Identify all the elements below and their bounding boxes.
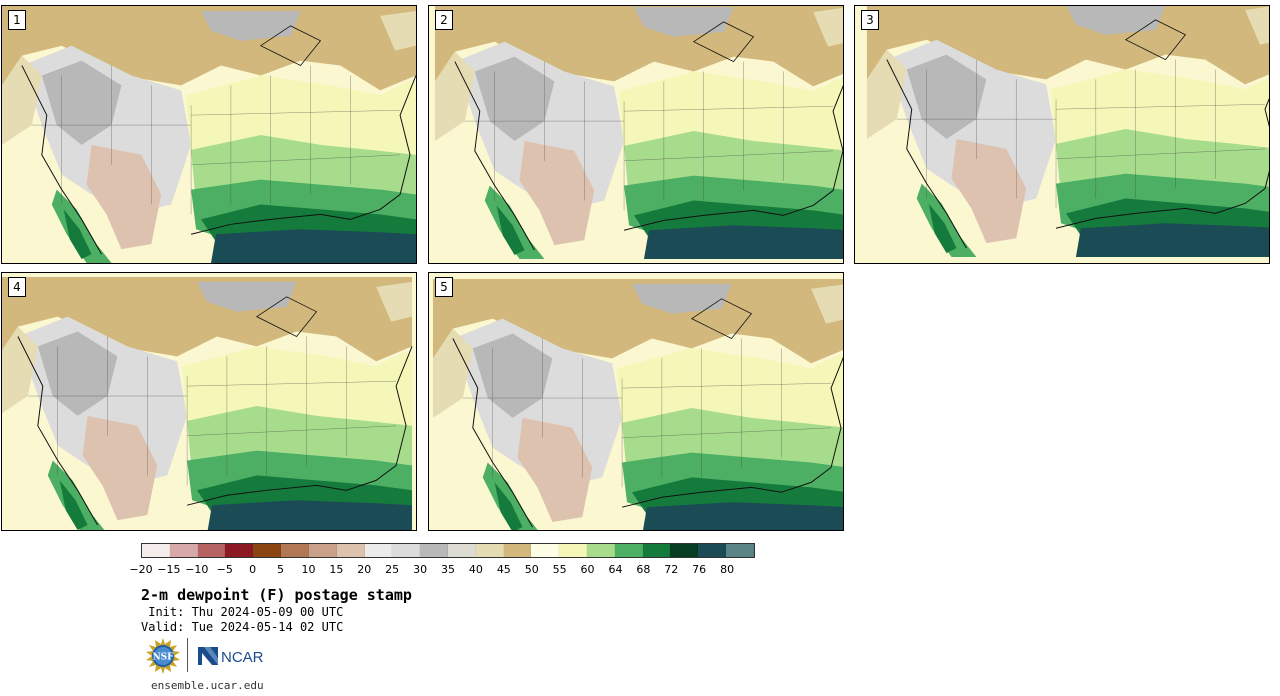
colorbar-tick-label: 50 [524,563,539,576]
map-panel-2: 2 [428,5,844,264]
panel-label: 1 [8,10,26,30]
nsf-logo-text: NSF [152,653,174,663]
dewpoint-map [434,6,843,260]
colorbar-swatch [169,544,198,557]
map-panel-5: 5 [428,272,844,531]
panel-label: 5 [435,277,453,297]
figure-title: 2-m dewpoint (F) postage stamp [141,586,412,604]
colorbar-swatch [308,544,337,557]
colorbar-swatch [142,544,170,557]
colorbar-swatch [475,544,504,557]
colorbar-tick-label: 20 [357,563,372,576]
colorbar-swatch [253,544,282,557]
colorbar-tick-label: 60 [580,563,595,576]
colorbar-swatch [726,544,754,557]
colorbar-tick-label: 40 [468,563,483,576]
colorbar-swatch [336,544,365,557]
nsf-logo: NSF [146,638,180,674]
colorbar-tick-label: 72 [664,563,679,576]
colorbar-tick-label: −20 [129,563,153,576]
colorbar-tick-label: 64 [608,563,623,576]
panel-label: 3 [861,10,879,30]
ncar-logo-text: NCAR [221,649,264,666]
colorbar-tick-label: 10 [301,563,316,576]
colorbar-swatch [614,544,643,557]
colorbar-tick-label: −15 [157,563,181,576]
colorbar-tick-label: 0 [249,563,257,576]
colorbar-swatch [392,544,421,557]
colorbar-swatch [531,544,560,557]
colorbar-tick-label: 15 [329,563,344,576]
dewpoint-map [866,6,1269,258]
colorbar-swatch [503,544,532,557]
colorbar-tick-label: 80 [720,563,735,576]
colorbar-tick-label: 5 [277,563,285,576]
map-panel-3: 3 [854,5,1270,264]
colorbar-tick-label: −5 [216,563,233,576]
panel-label: 2 [435,10,453,30]
logo-divider [187,638,188,672]
colorbar-tick-label: 68 [636,563,651,576]
init-time: Init: Thu 2024-05-09 00 UTC [141,605,344,619]
colorbar-swatch [698,544,727,557]
website-url: ensemble.ucar.edu [151,679,264,692]
colorbar-ticks: −20 −15 −10 −5 0 5 10 15 20 25 30 35 40 45 50 55 60 64 68 7… [129,563,755,577]
colorbar-swatch [670,544,699,557]
colorbar [141,543,755,558]
ncar-logo: NCAR [198,647,264,666]
colorbar-swatch [225,544,254,557]
colorbar-tick-label: 35 [441,563,455,576]
colorbar-tick-label: 55 [552,563,567,576]
panel-label: 4 [8,277,26,297]
colorbar-tick-label: 76 [692,563,707,576]
colorbar-swatch [197,544,226,557]
colorbar-tick-label: 45 [496,563,511,576]
colorbar-tick-label: −10 [185,563,209,576]
dewpoint-map [2,276,413,530]
map-panel-1: 1 [1,5,417,264]
colorbar-swatch [281,544,309,557]
colorbar-swatch [364,544,393,557]
dewpoint-map [2,6,416,263]
colorbar-swatch [420,544,448,557]
colorbar-swatch [587,544,615,557]
colorbar-swatch [447,544,476,557]
dewpoint-map [432,278,843,530]
colorbar-swatch [642,544,671,557]
valid-time: Valid: Tue 2024-05-14 02 UTC [141,620,344,634]
colorbar-tick-label: 25 [385,563,400,576]
map-panel-4: 4 [1,272,417,531]
colorbar-tick-label: 30 [413,563,428,576]
colorbar-swatch [559,544,587,557]
